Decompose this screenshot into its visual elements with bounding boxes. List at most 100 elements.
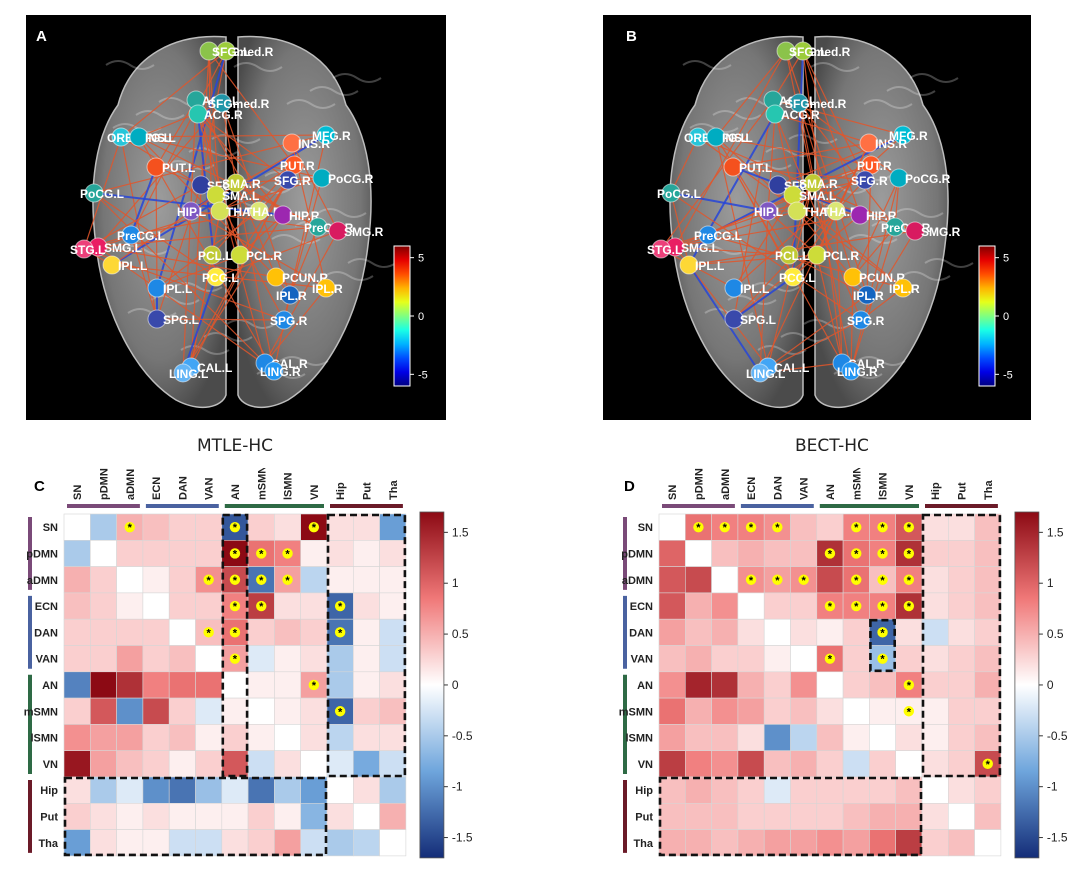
heatmap-cell: [352, 645, 380, 673]
brain-node: [851, 310, 871, 330]
heatmap-cell: [221, 829, 249, 857]
brain-node: [202, 245, 222, 265]
significance-star: *: [880, 575, 885, 587]
connection-edge: [97, 246, 275, 372]
node-label: PUT.L: [739, 161, 772, 175]
heatmap-cell: [685, 540, 712, 567]
brain-panel-b: SFG.LSFGmed.RACG.LSFGmed.RACG.RORBMFG.LI…: [603, 15, 1031, 420]
significance-star: *: [880, 601, 885, 613]
significance-marker: [903, 548, 915, 559]
connection-edge: [197, 113, 284, 216]
heatmap-cell: [658, 829, 686, 857]
node-label: MFG.R: [312, 129, 351, 143]
connection-edge: [670, 136, 699, 194]
connection-edge: [715, 50, 787, 138]
heatmap-cell: [326, 671, 354, 699]
significance-marker: [256, 548, 267, 559]
heatmap-cell: [274, 645, 301, 673]
heatmap-cell: [974, 513, 1002, 541]
node-label: HIP.L: [177, 205, 206, 219]
node-label: SMG.L: [104, 241, 142, 255]
node-label: SMA.L: [799, 189, 836, 203]
column-label: SN: [667, 485, 679, 500]
heatmap-cell: [763, 802, 791, 830]
row-label: SN: [638, 522, 653, 534]
heatmap-cell: [274, 671, 301, 699]
brain-node: [724, 309, 744, 329]
heatmap-cell: [63, 592, 91, 620]
significance-star: *: [696, 522, 701, 534]
significance-star: *: [828, 548, 833, 560]
significance-star: *: [285, 575, 290, 587]
heatmap-cell: [895, 802, 923, 830]
matrix-colorbar: [419, 511, 445, 859]
heatmap-cell: [658, 750, 686, 778]
connection-edge: [235, 182, 319, 228]
significance-star: *: [907, 706, 912, 718]
significance-star: *: [907, 548, 912, 560]
node-label: SMA.R: [222, 177, 261, 191]
heatmap-cell: [116, 645, 144, 673]
brain-node: [889, 168, 909, 188]
column-label: AN: [825, 484, 837, 500]
heatmap-cell: [116, 540, 144, 567]
connection-edge: [200, 50, 227, 186]
brain-node: [146, 157, 166, 177]
heatmap-cell: [816, 829, 844, 857]
connection-edge: [130, 166, 157, 236]
heatmap-cell: [947, 592, 975, 620]
heatmap-cell: [90, 724, 117, 751]
significance-star: *: [207, 627, 212, 639]
heatmap-cell: [921, 645, 949, 673]
heatmap-cell: [711, 776, 739, 804]
heatmap-cell: [685, 645, 712, 673]
heatmap-cell: [90, 776, 117, 804]
heatmap-cell: [379, 802, 407, 830]
connection-edge: [688, 230, 916, 266]
significance-marker: [745, 574, 757, 585]
row-label: ECN: [35, 601, 58, 613]
heatmap-cell: [763, 829, 791, 857]
column-label: mSMN: [256, 468, 268, 500]
heatmap-cell: [142, 724, 170, 751]
heatmap-cell: [63, 802, 91, 830]
heatmap-cell: [326, 724, 354, 751]
panel-title-d: BECT-HC: [795, 436, 869, 456]
heatmap-cell: [685, 750, 712, 778]
brain-node: [723, 157, 743, 177]
heatmap-cell: [790, 618, 818, 646]
heatmap-cell: [116, 592, 144, 620]
heatmap-cell: [247, 697, 275, 725]
heatmap-cell: [842, 802, 870, 830]
brain-network-b: SFG.LSFGmed.RACG.LSFGmed.RACG.RORBMFG.LI…: [647, 35, 1013, 409]
heatmap-cell: [842, 697, 870, 725]
node-label: PCG.L: [779, 271, 816, 285]
heatmap-cell: [711, 592, 739, 620]
heatmap-cell: [816, 618, 844, 646]
row-label: mSMN: [619, 706, 653, 718]
heatmap-cell: [947, 697, 975, 725]
heatmap-cell: [168, 540, 196, 567]
significance-star: *: [880, 522, 885, 534]
significance-marker: [256, 574, 267, 585]
heatmap-cell: [921, 750, 949, 778]
brain-node: [679, 255, 699, 275]
connection-edge: [812, 164, 872, 184]
connection-edge: [83, 184, 202, 250]
heatmap-cell: [790, 802, 818, 830]
heatmap-cell: [90, 566, 117, 594]
node-label: CAL.L: [197, 361, 232, 375]
heatmap-cell: [790, 671, 818, 699]
node-label: SPG.R: [270, 314, 308, 328]
heatmap-cell: [685, 566, 712, 594]
node-label: PCG.L: [202, 271, 239, 285]
heatmap-cell: [90, 750, 117, 778]
connection-edge: [767, 113, 776, 212]
brain-node: [308, 217, 328, 237]
node-label: IPL.R: [889, 282, 920, 296]
significance-marker: [203, 627, 214, 638]
heatmap-cell: [816, 513, 844, 541]
heatmap-cell: [300, 776, 328, 804]
heatmap-cell: [247, 671, 275, 699]
significance-marker: [229, 600, 241, 612]
